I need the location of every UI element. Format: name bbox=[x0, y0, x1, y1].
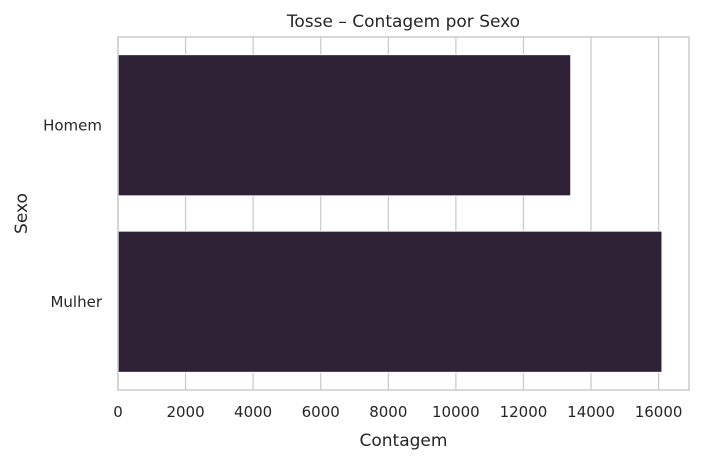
chart-title: Tosse – Contagem por Sexo bbox=[286, 12, 520, 32]
x-tick-label: 10000 bbox=[432, 403, 480, 421]
bar-homem bbox=[117, 54, 572, 197]
x-tick-label: 8000 bbox=[369, 403, 407, 421]
x-tick-label: 4000 bbox=[234, 403, 272, 421]
x-axis-label: Contagem bbox=[360, 431, 448, 451]
x-tick-label: 16000 bbox=[635, 403, 683, 421]
x-tick-label: 14000 bbox=[567, 403, 615, 421]
x-tick-label: 6000 bbox=[302, 403, 340, 421]
x-axis-ticks: 0 2000 4000 6000 8000 10000 12000 14000 16000 bbox=[113, 403, 682, 421]
bar-mulher bbox=[117, 230, 663, 373]
bars bbox=[117, 54, 663, 373]
x-tick-label: 12000 bbox=[500, 403, 548, 421]
y-tick-label: Homem bbox=[43, 116, 102, 134]
plot-frame bbox=[117, 36, 690, 391]
y-axis-ticks: Homem Mulher bbox=[43, 116, 103, 311]
y-axis-label: Sexo bbox=[12, 193, 32, 234]
x-tick-label: 0 bbox=[113, 403, 123, 421]
x-tick-label: 2000 bbox=[166, 403, 204, 421]
y-tick-label: Mulher bbox=[50, 293, 102, 311]
